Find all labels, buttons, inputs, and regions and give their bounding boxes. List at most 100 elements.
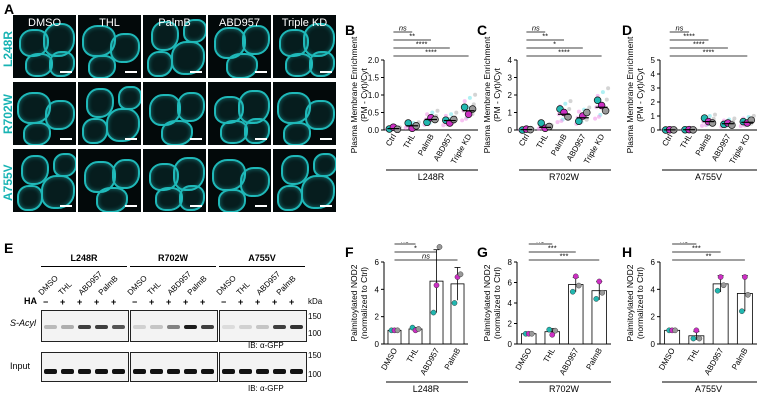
lane-label: DMSO: [125, 273, 149, 297]
y-tick-label: 0: [375, 340, 380, 349]
significance-label: ****: [558, 48, 570, 57]
cell-point: [713, 112, 717, 117]
micrograph-l248r-triple-kd: Triple KD: [273, 15, 336, 78]
ha-sign: −: [221, 297, 227, 307]
cell-outline: [45, 100, 75, 130]
blot-group-line: [41, 266, 127, 267]
significance-label: ***: [560, 252, 569, 261]
y-axis-label-2: (normalized to Ctrl): [635, 267, 645, 339]
cell-point: [593, 116, 598, 121]
significance-label: ns: [680, 242, 688, 245]
replicate-point: [549, 331, 556, 338]
cell-point: [597, 114, 601, 119]
replicate-point: [599, 289, 606, 296]
replicate-point: [720, 282, 727, 289]
y-tick-label: 4: [508, 56, 513, 65]
band-input: [167, 369, 180, 374]
x-tick-label: Ctrl: [517, 132, 531, 147]
lane-label: THL: [145, 279, 163, 297]
replicate-mean: [468, 105, 477, 113]
panel-label-h: H: [622, 244, 633, 260]
scale-bar: [320, 71, 332, 73]
band-sacyl: [61, 325, 74, 329]
scale-bar: [60, 71, 72, 73]
replicate-point: [575, 282, 582, 289]
cell-point: [467, 95, 472, 100]
ib-label: IB: α-GFP: [248, 341, 284, 350]
y-axis-label-2: (PM - Cyt)/Cyt: [492, 67, 502, 121]
band-sacyl: [167, 325, 180, 329]
band-input: [184, 369, 197, 374]
blot-group-line: [130, 266, 216, 267]
y-tick-label: 4: [375, 285, 380, 294]
x-tick-label: ABD957: [558, 346, 581, 377]
cell-point: [449, 112, 454, 117]
band-input: [290, 369, 303, 374]
x-title: A755V: [695, 172, 722, 182]
significance-label: ns: [675, 24, 683, 33]
ha-sign: +: [77, 297, 83, 307]
panel-label-a: A: [4, 1, 15, 17]
band-input: [256, 369, 269, 374]
band-sacyl: [256, 325, 269, 329]
replicate-mean: [450, 115, 458, 124]
x-title: R702W: [549, 384, 580, 394]
replicate-mean: [583, 108, 591, 117]
cell-outline: [283, 122, 311, 145]
cell-outline: [313, 153, 336, 177]
y-axis-label-2: (PM - Cyt)/Cyt: [359, 67, 369, 121]
scale-bar: [255, 205, 267, 207]
replicate-mean: [393, 125, 402, 134]
micrograph-a755v-abd957: [208, 149, 271, 212]
significance-label: ****: [683, 32, 695, 41]
significance-label: **: [409, 32, 415, 41]
cell-outline: [305, 100, 335, 130]
chart-g: 0 2 4 6 8 Palmitoylated NOD2 (normalized to Ct…: [482, 242, 611, 394]
y-tick-label: 6: [508, 279, 513, 288]
cell-outline: [309, 51, 335, 77]
band-input: [112, 369, 125, 374]
ha-sign: −: [43, 297, 49, 307]
cell-outline: [179, 185, 205, 211]
y-axis-label: Plasma Membrane Enrichment: [625, 36, 635, 153]
band-sacyl: [273, 325, 286, 329]
y-axis-label-2: (normalized to Ctrl): [492, 267, 502, 339]
ha-sign: +: [149, 297, 155, 307]
cell-outline: [218, 189, 246, 212]
y-axis-label: Palmitoylated NOD2: [625, 264, 635, 341]
band-input: [201, 369, 214, 374]
replicate-mean: [564, 113, 572, 121]
significance-label: ***: [548, 244, 557, 253]
x-tick-label: DMSO: [514, 347, 534, 372]
cell-outline: [240, 167, 270, 197]
row-label: L248R: [1, 30, 15, 67]
replicate-point: [433, 282, 440, 289]
panel-label-d: D: [622, 22, 633, 38]
cell-outline: [96, 187, 128, 212]
chart-f: 0 2 4 6 Palmitoylated NOD2 (normalized to Ctr…: [349, 242, 468, 394]
y-tick-label: 4: [651, 285, 656, 294]
x-tick-label: PalmB: [730, 347, 750, 372]
x-tick-label: PalmB: [416, 133, 436, 158]
x-tick-label: DMSO: [379, 347, 399, 372]
chart-d: 0 1 2 3 4 5 Plasma Membrane Enrichment (PM - Cy…: [625, 24, 757, 182]
cell-outline: [177, 92, 205, 122]
replicate-point: [693, 327, 700, 334]
cell-outline: [161, 120, 193, 145]
lane-label: DMSO: [214, 273, 238, 297]
cell-outline: [41, 175, 75, 209]
row-label: A755V: [1, 164, 15, 201]
scale-bar: [255, 138, 267, 140]
blot-mutant-label: L248R: [70, 253, 98, 263]
micrograph-l248r-dmso: DMSO: [13, 15, 76, 78]
y-tick-label: 2: [375, 313, 380, 322]
lane-label: THL: [56, 279, 74, 297]
kda-marker: 100: [308, 329, 322, 338]
row-label-sacyl: S-Acyl: [10, 318, 37, 328]
scale-bar: [60, 205, 72, 207]
row-label-input: Input: [10, 361, 31, 371]
lane-label: THL: [234, 279, 252, 297]
replicate-point: [696, 335, 703, 342]
x-tick-label: THL: [402, 132, 418, 150]
replicate-point: [569, 288, 576, 295]
